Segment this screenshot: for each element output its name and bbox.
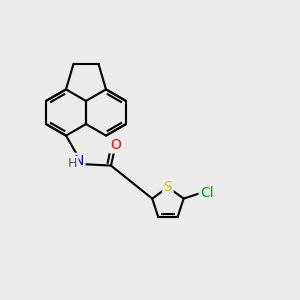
Text: S: S (164, 180, 172, 194)
Text: N: N (74, 154, 84, 168)
Text: O: O (110, 138, 121, 152)
Text: Cl: Cl (200, 186, 214, 200)
Text: H: H (68, 157, 77, 170)
